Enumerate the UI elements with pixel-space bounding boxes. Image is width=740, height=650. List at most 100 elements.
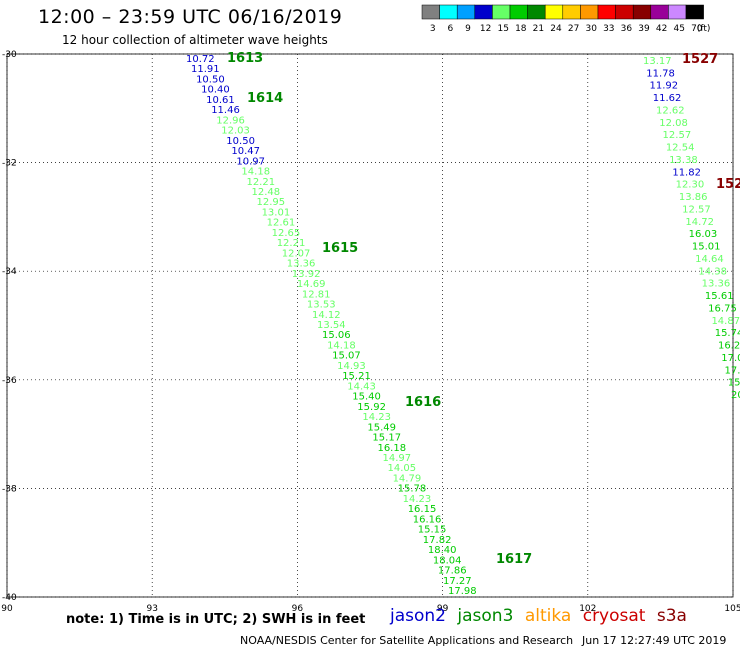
track-point: 15.64 [728,378,740,389]
track-point: 15.21 [342,371,371,382]
track-point: 15.01 [692,242,721,253]
lon-tick-label: 99 [437,604,449,614]
track-point: 12.65 [272,228,301,239]
track-time-label: 1614 [247,91,283,106]
track-point: 10.47 [231,146,260,157]
track-point: 12.95 [257,197,286,208]
track-point: 17.27 [443,576,472,587]
legend-swatch [580,4,599,20]
track-point: 15.07 [332,351,361,362]
legend-swatch [527,4,546,20]
track-point: 16.16 [413,514,442,525]
track-point: 12.96 [216,115,245,126]
track-point: 14.43 [347,381,376,392]
legend-swatch [456,4,476,20]
track-time-label: 1617 [496,552,532,567]
track-point: 12.81 [302,289,331,300]
track-time-label: 1616 [405,395,441,410]
track-point: 14.93 [337,361,366,372]
credit-line: NOAA/NESDIS Center for Satellite Applica… [240,634,574,647]
track-point: 12.57 [682,204,711,215]
track-point: 14.12 [312,310,341,321]
lat-tick-label: -32 [2,159,17,169]
track-time-label: 1615 [322,241,358,256]
legend-swatch [421,4,440,20]
legend-swatch [668,4,687,20]
track-point: 14.23 [403,494,432,505]
legend-bin-label: 70 [691,24,703,34]
track-point: 13.54 [317,320,346,331]
legend-swatch [650,4,669,20]
legend-bin-label: 6 [448,24,454,34]
track-point: 13.01 [262,207,291,218]
track-point: 16.15 [408,504,437,515]
lon-tick-label: 105 [724,604,740,614]
track-point: 17.86 [438,566,467,577]
track-point: 17.98 [448,586,477,597]
track-point: 11.78 [646,68,675,79]
lat-tick-label: -30 [2,50,17,60]
track-point: 14.05 [388,463,417,474]
track-point: 18.40 [428,545,457,556]
track-point: 16.03 [689,229,718,240]
track-point: 11.82 [672,167,701,178]
track-point: 14.64 [695,254,724,265]
legend-swatch [562,4,581,20]
lat-tick-label: -36 [2,376,17,386]
track-point: 14.72 [685,217,714,228]
track-point: 13.38 [669,155,698,166]
track-point: 17.82 [423,535,452,546]
track-point: 16.75 [708,303,737,314]
satellite-jason3: jason3 [457,606,514,626]
track-point: 10.61 [206,95,235,106]
track-point: 14.38 [698,266,727,277]
legend-bin-label: 3 [430,24,436,34]
track-point: 20.1 [731,390,740,401]
chart-subtitle: 12 hour collection of altimeter wave hei… [62,33,328,47]
track-point: 12.08 [659,118,688,129]
track-point: 13.17 [643,56,672,67]
track-point: 12.30 [676,180,705,191]
track-point: 13.36 [702,279,731,290]
legend-swatch [509,4,528,20]
legend-swatch [632,4,652,20]
track-point: 18.04 [433,555,462,566]
legend-swatch [685,4,704,20]
legend-bin-label: 27 [568,24,579,34]
legend-bin-label: 21 [533,24,544,34]
lon-tick-label: 90 [1,604,13,614]
track-point: 11.46 [211,105,240,116]
generated-timestamp: Jun 17 12:27:49 UTC 2019 [582,634,727,647]
track-point: 12.62 [656,105,685,116]
track-point: 11.92 [650,81,679,92]
track-point: 14.23 [362,412,391,423]
altimeter-tracks: 10.7211.9110.5010.4010.6111.4612.9612.03… [186,51,740,597]
track-point: 16.18 [377,443,406,454]
track-point: 15.78 [398,484,427,495]
track-point: 14.97 [383,453,412,464]
satellite-cryosat: cryosat [582,606,646,626]
map-frame [6,53,734,598]
satellite-altika: altika [524,606,572,626]
track-point: 10.40 [201,85,230,96]
footer-note: note: 1) Time is in UTC; 2) SWH is in fe… [66,612,366,627]
color-legend: 3 6 9 12 15 18 21 24 27 30 33 36 39 42 45 70(ft) [421,4,710,34]
legend-bin-label: 9 [465,24,471,34]
lon-tick-label: 102 [579,604,596,614]
chart-title: 12:00 – 23:59 UTC 06/16/2019 [38,6,343,28]
legend-swatch [474,4,493,20]
track-point: 16.29 [718,341,740,352]
track-point: 12.07 [282,248,311,259]
track-point: 12.57 [663,130,692,141]
lat-tick-label: -38 [2,484,17,494]
track-point: 12.21 [246,177,275,188]
track-point: 12.21 [277,238,306,249]
track-point: 15.06 [322,330,351,341]
legend-bin-label: 36 [621,24,633,34]
track-point: 14.79 [393,473,422,484]
track-point: 11.91 [191,64,220,75]
track-point: 13.92 [292,269,321,280]
lat-tick-label: -34 [2,267,17,277]
